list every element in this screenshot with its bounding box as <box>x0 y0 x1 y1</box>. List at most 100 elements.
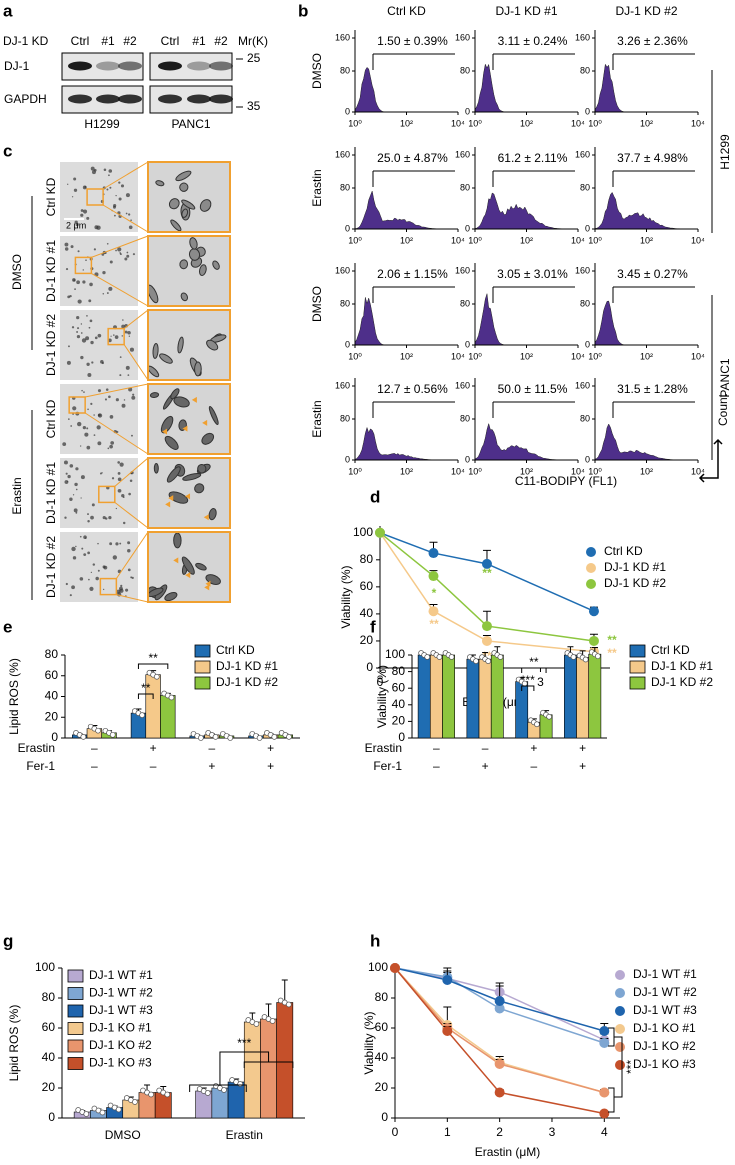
error-bar <box>281 979 288 1003</box>
em-spot <box>65 268 69 271</box>
legend-swatch <box>629 676 646 690</box>
condition-value: – <box>482 741 489 755</box>
lane-label: #2 <box>123 34 137 48</box>
em-spot <box>62 442 67 447</box>
zoom-line <box>115 531 149 579</box>
em-spot <box>81 547 84 550</box>
hist-y-label: 160 <box>335 32 350 42</box>
em-spot <box>120 584 123 587</box>
y-tick-label: 40 <box>45 689 59 703</box>
zoom-line <box>123 309 149 329</box>
hist-y-label: 80 <box>580 182 590 192</box>
legend-label: DJ-1 KO #2 <box>633 1039 696 1053</box>
hist-x-label: 10⁴ <box>691 118 705 128</box>
bar <box>564 654 577 739</box>
em-spot <box>123 399 126 401</box>
hist-x-label: 10² <box>520 466 533 476</box>
em-spot <box>97 413 101 417</box>
row-label: DMSO <box>310 286 324 322</box>
arrowhead <box>202 419 208 426</box>
sig-label: *** <box>237 1036 251 1050</box>
em-spot <box>129 347 135 352</box>
mitochondrion <box>194 361 202 377</box>
replicate-dot <box>115 1106 122 1113</box>
sig-label: ** <box>607 646 617 660</box>
y-tick-label: 60 <box>392 680 406 694</box>
em-spot <box>74 288 76 291</box>
legend-label: DJ-1 WT #2 <box>633 985 697 999</box>
em-spot <box>85 259 87 261</box>
condition-value: + <box>208 759 215 773</box>
hist-y-label: 0 <box>465 106 470 116</box>
em-spot <box>73 188 78 192</box>
em-spot <box>109 260 113 264</box>
legend-label: DJ-1 WT #1 <box>89 968 153 982</box>
em-spot <box>77 299 82 304</box>
sig-bracket <box>521 685 535 691</box>
hist-y-label: 0 <box>585 454 590 464</box>
em-spot <box>122 521 126 525</box>
gate-percent: 3.11 ± 0.24% <box>498 34 568 48</box>
histogram <box>474 293 578 346</box>
group-label: DMSO <box>10 254 24 290</box>
hist-x-label: 10² <box>640 466 653 476</box>
legend-label: DJ-1 KD #1 <box>651 659 713 673</box>
em-spot <box>63 460 68 465</box>
band <box>68 61 92 71</box>
em-spot <box>114 335 119 339</box>
em-spot <box>72 406 77 411</box>
sig-label: ** <box>607 633 617 647</box>
bar <box>276 1002 294 1119</box>
hist-y-label: 160 <box>455 265 470 275</box>
condition-value: + <box>267 741 274 755</box>
cell-line: H1299 <box>84 117 120 131</box>
em-spot <box>72 556 77 560</box>
em-spot <box>116 430 119 434</box>
x-tick-label: 3 <box>537 675 544 689</box>
legend-label: DJ-1 KO #1 <box>633 1021 696 1035</box>
sig-label: ** <box>482 649 492 663</box>
point <box>599 1026 610 1036</box>
replicate-dot <box>269 1018 276 1024</box>
zoom-line <box>85 383 149 398</box>
em-spot <box>108 395 111 399</box>
em-spot <box>87 520 90 523</box>
y-tick-label: 60 <box>360 579 374 593</box>
band <box>209 61 233 71</box>
condition-value: – <box>209 741 216 755</box>
em-spot <box>82 269 84 271</box>
sig-label: ** <box>482 566 492 580</box>
y-tick-label: 40 <box>360 606 374 620</box>
hist-y-label: 0 <box>345 106 350 116</box>
em-spot <box>125 193 130 198</box>
mitochondrion <box>179 182 189 192</box>
hist-x-label: 10⁴ <box>571 351 585 361</box>
zoom-line <box>102 204 149 233</box>
band <box>118 61 142 71</box>
histogram <box>354 297 458 346</box>
condition-value: + <box>482 759 489 773</box>
y-tick-label: 100 <box>35 960 55 974</box>
em-spot <box>117 471 121 475</box>
axis-arrows <box>698 438 723 483</box>
legend-marker <box>586 579 596 589</box>
point <box>599 1108 610 1119</box>
hist-x-label: 10² <box>520 118 533 128</box>
sig-label: ** <box>429 617 439 631</box>
em-spot <box>77 250 80 253</box>
sig-label: ** <box>141 681 151 695</box>
y-tick-label: 20 <box>392 714 406 728</box>
zoom-box <box>98 485 116 504</box>
em-spot <box>128 387 133 392</box>
replicate-dot <box>109 731 116 738</box>
legend-label: DJ-1 WT #3 <box>89 1003 153 1017</box>
lane-label: Ctrl <box>161 34 180 48</box>
em-spot <box>122 319 124 321</box>
em-spot <box>119 462 124 467</box>
hist-y-label: 80 <box>340 298 350 308</box>
em-spot <box>118 197 122 201</box>
em-spot <box>108 169 113 173</box>
em-spot <box>102 515 106 520</box>
hist-y-label: 160 <box>335 149 350 159</box>
mitochondrion <box>199 199 212 212</box>
